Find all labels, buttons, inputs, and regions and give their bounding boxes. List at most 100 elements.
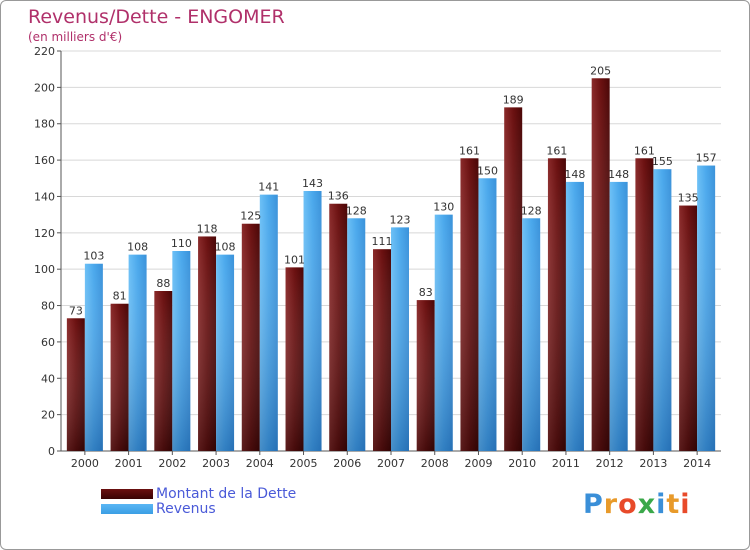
data-label-dette: 161 xyxy=(459,144,480,157)
data-label-revenus: 108 xyxy=(215,241,236,254)
bar-revenus-shade xyxy=(216,254,235,451)
x-tick-label: 2003 xyxy=(202,457,230,470)
bar-dette-shade xyxy=(635,158,654,452)
data-label-revenus: 110 xyxy=(171,237,192,250)
y-tick-label: 0 xyxy=(48,445,55,458)
y-tick-label: 140 xyxy=(34,190,55,203)
data-label-dette: 136 xyxy=(328,190,349,203)
x-tick-label: 2001 xyxy=(115,457,143,470)
data-label-dette: 81 xyxy=(113,290,127,303)
y-tick-label: 200 xyxy=(34,81,55,94)
data-label-dette: 83 xyxy=(419,286,433,299)
x-tick-label: 2013 xyxy=(639,457,667,470)
bar-dette-shade xyxy=(504,107,523,451)
bar-dette-shade xyxy=(679,205,698,451)
bar-revenus-shade xyxy=(347,218,366,451)
x-tick-label: 2011 xyxy=(552,457,580,470)
x-tick-label: 2014 xyxy=(683,457,711,470)
logo-letter: t xyxy=(666,489,681,520)
bar-revenus-shade xyxy=(172,251,191,451)
logo-letter: i xyxy=(656,489,667,520)
logo-letter: x xyxy=(637,489,657,520)
bar-revenus-shade xyxy=(391,227,409,451)
data-label-dette: 161 xyxy=(546,144,567,157)
bar-dette-shade xyxy=(66,318,85,451)
bar-dette-shade xyxy=(416,300,435,451)
y-tick-label: 60 xyxy=(41,336,55,349)
x-tick-label: 2000 xyxy=(71,457,99,470)
x-tick-label: 2008 xyxy=(421,457,449,470)
bar-dette-shade xyxy=(591,78,610,451)
y-tick-label: 180 xyxy=(34,118,55,131)
y-tick-label: 80 xyxy=(41,300,55,313)
logo-letter: r xyxy=(603,489,619,520)
data-label-dette: 161 xyxy=(634,144,655,157)
data-label-revenus: 130 xyxy=(433,201,454,214)
bar-dette-shade xyxy=(198,236,217,451)
y-tick-label: 220 xyxy=(34,45,55,58)
x-tick-label: 2010 xyxy=(508,457,536,470)
x-tick-label: 2007 xyxy=(377,457,405,470)
data-label-dette: 205 xyxy=(590,64,611,77)
data-label-revenus: 108 xyxy=(127,241,148,254)
legend-label-revenus: Revenus xyxy=(156,501,216,517)
data-label-dette: 101 xyxy=(284,253,305,266)
bar-dette-shade xyxy=(547,158,566,452)
y-tick-label: 100 xyxy=(34,263,55,276)
legend-swatch-revenus xyxy=(101,504,153,514)
data-label-dette: 88 xyxy=(156,277,170,290)
bar-dette-shade xyxy=(285,267,304,451)
data-label-revenus: 128 xyxy=(521,204,542,217)
data-label-revenus: 148 xyxy=(564,168,585,181)
x-tick-label: 2002 xyxy=(158,457,186,470)
y-tick-label: 40 xyxy=(41,372,55,385)
proxiti-logo: Proxiti xyxy=(583,489,691,520)
data-label-revenus: 128 xyxy=(346,204,367,217)
bar-revenus-shade xyxy=(478,178,497,452)
bar-revenus-shade xyxy=(259,194,278,452)
legend-swatch-dette xyxy=(101,489,153,499)
bar-revenus-shade xyxy=(434,214,453,451)
data-label-revenus: 103 xyxy=(83,250,104,263)
data-label-dette: 189 xyxy=(503,93,524,106)
logo-letter: P xyxy=(583,489,604,520)
bar-dette-shade xyxy=(460,158,479,452)
bar-revenus-shade xyxy=(303,191,322,451)
y-tick-label: 20 xyxy=(41,409,55,422)
data-label-dette: 73 xyxy=(69,304,83,317)
logo-letter: i xyxy=(680,489,691,520)
x-tick-label: 2009 xyxy=(464,457,492,470)
x-tick-label: 2005 xyxy=(290,457,318,470)
data-label-dette: 135 xyxy=(678,192,699,205)
bar-revenus-shade xyxy=(697,165,716,451)
chart-subtitle: (en milliers d'€) xyxy=(28,30,123,44)
x-tick-label: 2006 xyxy=(333,457,361,470)
y-tick-label: 120 xyxy=(34,227,55,240)
chart-title: Revenus/Dette - ENGOMER xyxy=(28,6,285,28)
data-label-revenus: 123 xyxy=(390,213,411,226)
data-label-dette: 125 xyxy=(240,210,261,223)
data-label-revenus: 141 xyxy=(258,181,279,194)
bar-dette-shade xyxy=(241,223,260,451)
data-label-revenus: 150 xyxy=(477,164,498,177)
bar-revenus-shade xyxy=(84,263,103,451)
bar-revenus-shade xyxy=(653,169,672,451)
bar-revenus-shade xyxy=(128,254,147,451)
logo-letter: o xyxy=(618,489,638,520)
bar-dette-shade xyxy=(154,291,173,451)
data-label-revenus: 155 xyxy=(652,155,673,168)
bar-revenus-shade xyxy=(522,218,541,451)
data-label-dette: 111 xyxy=(372,235,393,248)
y-tick-label: 160 xyxy=(34,154,55,167)
x-tick-label: 2012 xyxy=(596,457,624,470)
data-label-revenus: 148 xyxy=(608,168,629,181)
bar-dette-shade xyxy=(329,203,348,451)
data-label-revenus: 143 xyxy=(302,177,323,190)
bar-revenus-shade xyxy=(565,181,584,451)
legend-label-dette: Montant de la Dette xyxy=(156,486,297,502)
data-label-revenus: 157 xyxy=(696,152,717,165)
bar-dette-shade xyxy=(373,249,391,451)
data-label-dette: 118 xyxy=(197,222,218,235)
bar-dette-shade xyxy=(110,303,129,451)
